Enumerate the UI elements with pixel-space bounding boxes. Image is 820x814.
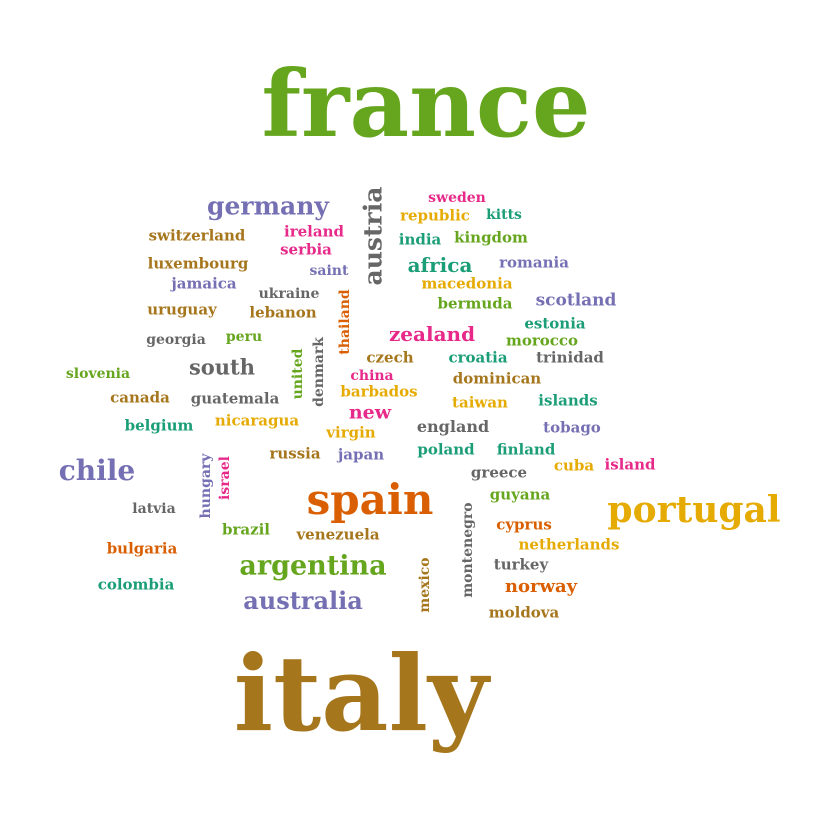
word-jamaica: jamaica bbox=[171, 274, 237, 293]
word-kingdom: kingdom bbox=[454, 228, 528, 247]
word-luxembourg: luxembourg bbox=[147, 254, 249, 273]
word-finland: finland bbox=[496, 440, 556, 459]
word-moldova: moldova bbox=[488, 603, 560, 622]
word-hungary: hungary bbox=[198, 453, 214, 519]
word-macedonia: macedonia bbox=[421, 274, 513, 293]
word-morocco: morocco bbox=[505, 331, 579, 350]
word-denmark: denmark bbox=[311, 337, 327, 407]
word-ireland: ireland bbox=[284, 222, 344, 241]
word-spain: spain bbox=[306, 475, 434, 524]
word-estonia: estonia bbox=[524, 314, 586, 333]
word-israel: israel bbox=[217, 456, 233, 500]
word-brazil: brazil bbox=[221, 520, 271, 539]
word-africa: africa bbox=[407, 253, 473, 277]
word-poland: poland bbox=[417, 440, 475, 459]
word-new: new bbox=[348, 401, 392, 424]
word-china: china bbox=[350, 368, 394, 384]
word-kitts: kitts bbox=[486, 207, 522, 223]
word-argentina: argentina bbox=[239, 550, 387, 582]
word-japan: japan bbox=[337, 445, 385, 464]
word-greece: greece bbox=[470, 463, 528, 482]
word-cyprus: cyprus bbox=[496, 515, 552, 534]
word-latvia: latvia bbox=[132, 501, 176, 517]
word-lebanon: lebanon bbox=[249, 303, 317, 322]
word-montenegro: montenegro bbox=[460, 502, 476, 598]
word-slovenia: slovenia bbox=[65, 366, 131, 382]
word-serbia: serbia bbox=[280, 240, 332, 259]
word-canada: canada bbox=[110, 388, 170, 407]
word-russia: russia bbox=[269, 444, 321, 463]
word-zealand: zealand bbox=[388, 322, 476, 346]
word-thailand: thailand bbox=[337, 289, 353, 355]
word-germany: germany bbox=[207, 191, 329, 221]
word-austria: austria bbox=[358, 186, 388, 286]
word-cuba: cuba bbox=[553, 456, 595, 475]
word-south: south bbox=[188, 354, 256, 380]
word-england: england bbox=[416, 417, 490, 436]
word-virgin: virgin bbox=[326, 423, 376, 442]
word-nicaragua: nicaragua bbox=[214, 411, 300, 430]
word-colombia: colombia bbox=[97, 575, 175, 594]
word-uruguay: uruguay bbox=[147, 300, 217, 319]
word-tobago: tobago bbox=[543, 418, 601, 437]
word-ukraine: ukraine bbox=[258, 286, 320, 302]
word-india: india bbox=[398, 230, 442, 249]
word-bulgaria: bulgaria bbox=[106, 539, 178, 558]
word-netherlands: netherlands bbox=[518, 535, 620, 554]
word-portugal: portugal bbox=[607, 489, 781, 531]
word-island: island bbox=[604, 455, 656, 474]
word-georgia: georgia bbox=[146, 332, 206, 348]
word-bermuda: bermuda bbox=[437, 294, 513, 313]
word-croatia: croatia bbox=[448, 348, 508, 367]
word-turkey: turkey bbox=[493, 555, 549, 574]
word-mexico: mexico bbox=[417, 557, 433, 613]
word-united: united bbox=[290, 348, 306, 400]
word-islands: islands bbox=[538, 391, 598, 410]
word-france: france bbox=[261, 50, 591, 158]
word-scotland: scotland bbox=[535, 290, 617, 311]
word-peru: peru bbox=[225, 329, 263, 345]
word-saint: saint bbox=[309, 263, 349, 279]
word-belgium: belgium bbox=[124, 416, 194, 435]
word-guyana: guyana bbox=[489, 485, 551, 504]
word-australia: australia bbox=[243, 586, 363, 615]
word-switzerland: switzerland bbox=[148, 226, 246, 245]
word-chile: chile bbox=[58, 454, 136, 487]
word-norway: norway bbox=[504, 576, 578, 597]
word-trinidad: trinidad bbox=[536, 348, 604, 367]
word-romania: romania bbox=[499, 253, 569, 272]
word-italy: italy bbox=[233, 632, 489, 755]
word-dominican: dominican bbox=[452, 369, 542, 388]
word-venezuela: venezuela bbox=[296, 525, 380, 544]
word-taiwan: taiwan bbox=[452, 393, 508, 412]
word-guatemala: guatemala bbox=[190, 389, 280, 408]
word-czech: czech bbox=[366, 348, 414, 367]
word-sweden: sweden bbox=[428, 190, 486, 206]
word-barbados: barbados bbox=[340, 382, 418, 401]
word-republic: republic bbox=[400, 206, 470, 225]
